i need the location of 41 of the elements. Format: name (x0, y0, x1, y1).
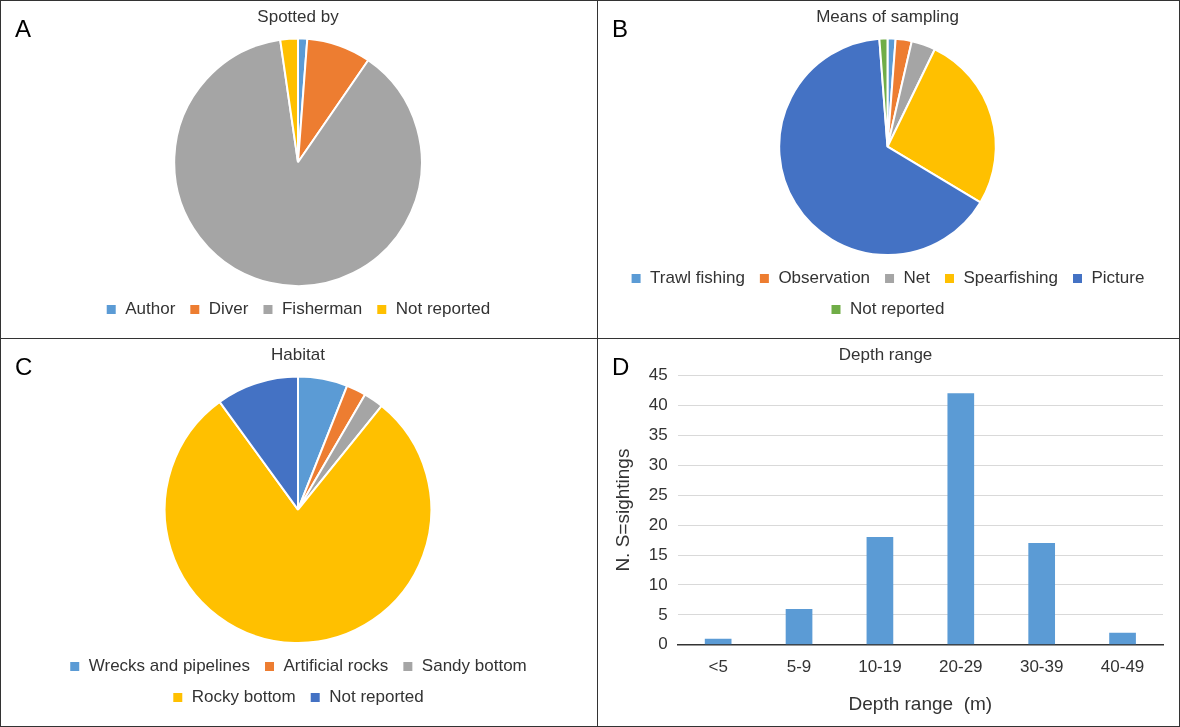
text: A (15, 15, 32, 43)
legend-label: Diver (208, 299, 249, 319)
y-tick-label: 15 (648, 544, 668, 564)
text: C (15, 353, 33, 381)
y-tick-label: 30 (648, 454, 668, 474)
legend-label: Not reported (850, 299, 945, 319)
legend-label: Rocky bottom (191, 687, 296, 707)
legend-label: Observation (778, 268, 871, 288)
y-tick-label: 20 (648, 514, 668, 534)
x-tick-label: 40-49 (1100, 656, 1145, 676)
x-tick-label: 20-29 (939, 656, 983, 676)
legend-label: Fisherman (281, 299, 363, 319)
chart-title: Spotted by (257, 6, 340, 26)
y-axis-title: N. S=sightings (611, 448, 633, 572)
legend-label: Spearfishing (963, 268, 1059, 288)
text: D (612, 353, 630, 381)
x-tick-label: 30-39 (1019, 656, 1064, 676)
y-tick-label: 35 (648, 424, 668, 444)
chart-title: Habitat (271, 344, 326, 364)
legend-label: Wrecks and pipelines (88, 656, 251, 676)
y-tick-label: 0 (658, 634, 668, 654)
y-tick-label: 10 (648, 574, 668, 594)
chart-title: Means of sampling (816, 6, 959, 26)
legend-label: Author (125, 299, 176, 319)
x-tick-label: <5 (708, 656, 728, 676)
y-tick-label: 25 (648, 484, 668, 504)
y-tick-label: 45 (648, 365, 668, 385)
chart-title: Depth range (838, 344, 933, 364)
legend-label: Not reported (395, 299, 491, 319)
y-tick-label: 5 (658, 604, 668, 624)
legend-label: Picture (1091, 268, 1145, 288)
x-axis-title: Depth range (m) (848, 692, 993, 714)
x-tick-label: 10-19 (858, 656, 902, 676)
legend-label: Net (903, 268, 931, 288)
legend-label: Trawl fishing (650, 268, 745, 288)
text: B (612, 15, 629, 43)
legend-label: Artificial rocks (283, 656, 389, 676)
x-tick-label: 5-9 (786, 656, 812, 676)
y-tick-label: 40 (648, 395, 668, 415)
legend-label: Sandy bottom (421, 656, 527, 676)
legend-label: Not reported (329, 687, 424, 707)
